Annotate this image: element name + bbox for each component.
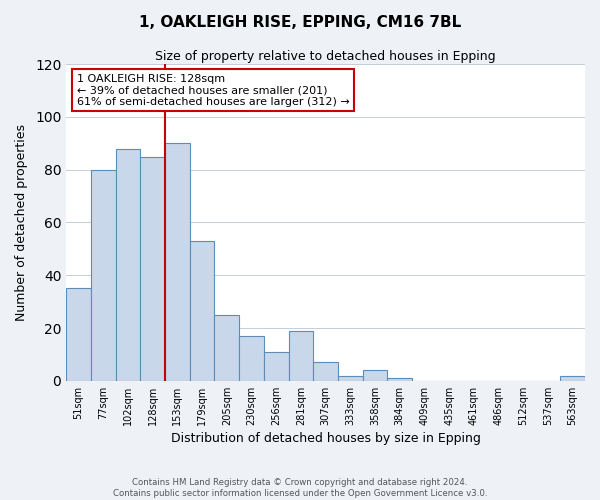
X-axis label: Distribution of detached houses by size in Epping: Distribution of detached houses by size … <box>170 432 481 445</box>
Text: 1, OAKLEIGH RISE, EPPING, CM16 7BL: 1, OAKLEIGH RISE, EPPING, CM16 7BL <box>139 15 461 30</box>
Text: 1 OAKLEIGH RISE: 128sqm
← 39% of detached houses are smaller (201)
61% of semi-d: 1 OAKLEIGH RISE: 128sqm ← 39% of detache… <box>77 74 349 107</box>
Bar <box>388 378 412 381</box>
Bar <box>362 370 388 381</box>
Bar <box>560 376 585 381</box>
Bar <box>338 376 362 381</box>
Bar <box>140 156 165 381</box>
Bar <box>214 315 239 381</box>
Bar <box>289 330 313 381</box>
Bar <box>116 148 140 381</box>
Bar <box>165 144 190 381</box>
Title: Size of property relative to detached houses in Epping: Size of property relative to detached ho… <box>155 50 496 63</box>
Text: Contains HM Land Registry data © Crown copyright and database right 2024.
Contai: Contains HM Land Registry data © Crown c… <box>113 478 487 498</box>
Bar <box>264 352 289 381</box>
Bar <box>190 241 214 381</box>
Bar <box>91 170 116 381</box>
Bar <box>313 362 338 381</box>
Bar <box>239 336 264 381</box>
Bar <box>66 288 91 381</box>
Y-axis label: Number of detached properties: Number of detached properties <box>15 124 28 321</box>
